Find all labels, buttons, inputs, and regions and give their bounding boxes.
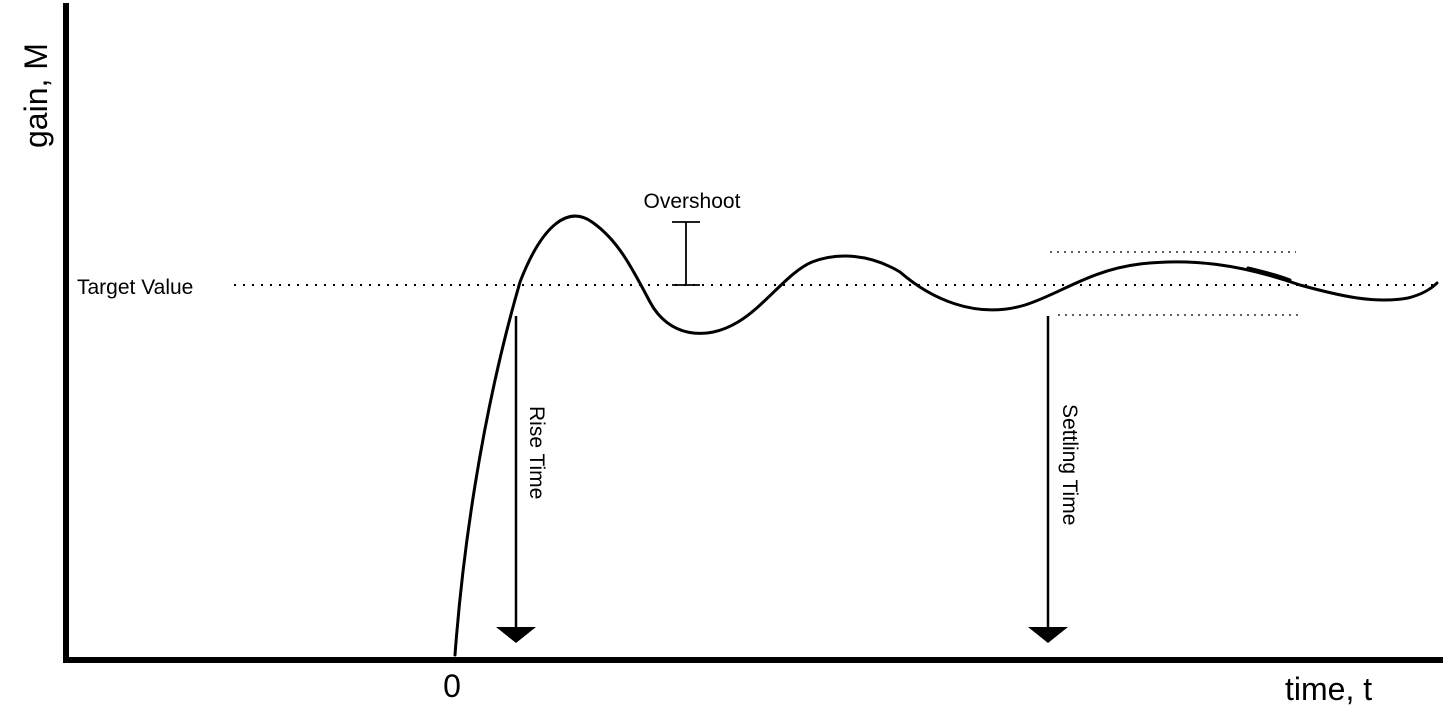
x-axis-title: time, t [1285, 671, 1372, 707]
response-curve-emphasis [1246, 266, 1292, 282]
settling-time-label: Settling Time [1058, 404, 1081, 525]
target-value-label: Target Value [77, 276, 193, 299]
settling-time-arrowhead [1028, 627, 1068, 643]
rise-time-arrowhead [496, 627, 536, 643]
x-origin-tick-label: 0 [443, 668, 461, 704]
overshoot-label: Overshoot [644, 190, 741, 213]
y-axis-title: gain, M [18, 43, 54, 148]
rise-time-label: Rise Time [525, 406, 548, 499]
response-curve [453, 214, 1439, 657]
